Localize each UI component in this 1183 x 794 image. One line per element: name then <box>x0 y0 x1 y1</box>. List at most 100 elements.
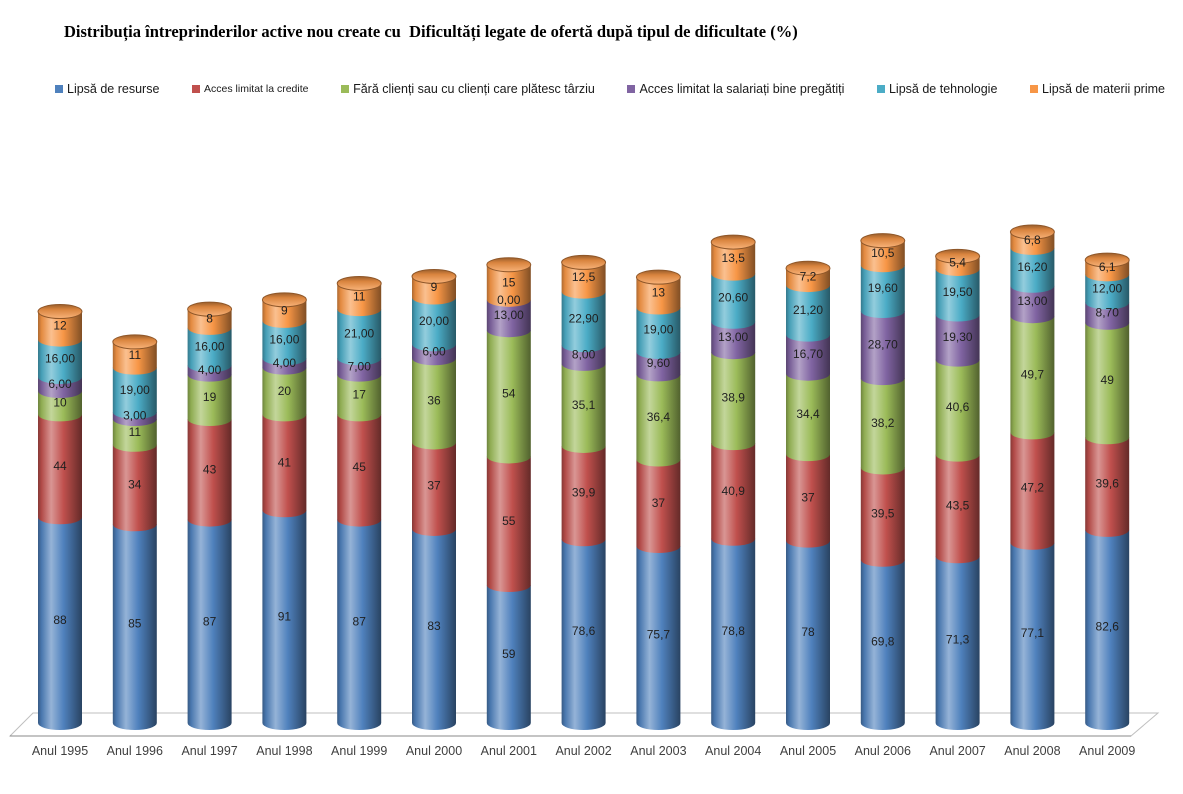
bar-label-5-anul-2002: 12,5 <box>572 270 596 284</box>
bar-cap-anul-1997 <box>187 301 233 317</box>
bar-label-3-anul-1998: 4,00 <box>273 356 297 370</box>
bar-label-5-anul-2000: 9 <box>431 280 438 294</box>
bar-segment-1-anul-2004 <box>711 443 756 546</box>
bar-label-1-anul-1995: 44 <box>53 459 67 473</box>
bar-label-2-anul-2007: 40,6 <box>946 400 970 414</box>
bar-segment-0-anul-2007 <box>935 556 980 731</box>
bar-label-1-anul-1996: 34 <box>128 478 142 492</box>
bar-label-3-anul-1996: 3,00 <box>123 409 147 423</box>
bar-segment-1-anul-1995 <box>38 414 82 525</box>
bar-label-4-anul-2007: 19,50 <box>943 285 973 299</box>
bar-segment-2-anul-2008 <box>1010 316 1055 440</box>
bar-segment-2-anul-1999 <box>337 374 382 422</box>
category-label-anul-1997: Anul 1997 <box>181 744 237 758</box>
bar-label-1-anul-2009: 39,6 <box>1096 477 1120 491</box>
bar-label-1-anul-2007: 43,5 <box>946 498 970 512</box>
bar-segment-1-anul-2001 <box>486 456 531 593</box>
bar-segment-0-anul-1997 <box>187 519 232 731</box>
bar-segment-0-anul-2006 <box>860 559 905 731</box>
bar-segment-4-anul-2008 <box>1010 247 1055 293</box>
bar-segment-4-anul-2000 <box>412 297 456 352</box>
bar-cap-anul-2002 <box>561 254 607 270</box>
bar-segment-3-anul-2003 <box>636 351 681 382</box>
bar-label-2-anul-2001: 54 <box>502 386 516 400</box>
bar-cap-anul-1996 <box>112 334 158 350</box>
bar-segment-1-anul-1996 <box>112 444 157 532</box>
bar-label-5-anul-2009: 6,1 <box>1099 260 1116 274</box>
bar-label-1-anul-1999: 45 <box>353 460 367 474</box>
category-label-anul-2006: Anul 2006 <box>855 744 911 758</box>
bar-segment-4-anul-2005 <box>786 285 830 342</box>
bar-label-2-anul-1997: 19 <box>203 390 217 404</box>
bar-segment-0-anul-1998 <box>262 510 307 731</box>
bar-segment-5-anul-1998 <box>262 299 307 328</box>
bar-segment-2-anul-1996 <box>112 419 157 452</box>
bar-segment-0-anul-2003 <box>636 546 681 731</box>
bar-label-4-anul-2008: 16,20 <box>1017 260 1047 274</box>
bar-segment-2-anul-1997 <box>187 374 232 427</box>
bar-label-1-anul-2008: 47,2 <box>1021 481 1045 495</box>
bar-cap-anul-2001 <box>486 257 532 273</box>
bar-label-3-anul-2001: 13,00 <box>494 308 524 322</box>
category-label-anul-2000: Anul 2000 <box>406 744 462 758</box>
category-label-anul-2001: Anul 2001 <box>481 744 537 758</box>
bar-segment-5-anul-1999 <box>337 283 382 317</box>
bar-label-5-anul-2005: 7,2 <box>800 270 817 284</box>
bar-cap-anul-2000 <box>411 268 457 284</box>
bar-label-4-anul-1995: 16,00 <box>45 351 75 365</box>
bar-label-3-anul-2003: 9,60 <box>647 356 671 370</box>
bar-anul-2004 <box>710 234 756 731</box>
category-label-anul-1996: Anul 1996 <box>107 744 163 758</box>
bar-anul-2008 <box>1009 224 1055 731</box>
bar-segment-0-anul-2002 <box>561 539 606 731</box>
bar-segment-3-anul-2008 <box>1010 285 1055 324</box>
bar-label-3-anul-2007: 19,30 <box>943 330 973 344</box>
category-label-anul-2005: Anul 2005 <box>780 744 836 758</box>
legend-item-4: Lipsă de tehnologie <box>876 82 997 96</box>
bar-label-0-anul-1996: 85 <box>128 617 142 631</box>
bar-segment-4-anul-2003 <box>636 307 681 359</box>
legend-swatch-icon-0 <box>55 85 63 93</box>
bar-segment-1-anul-1997 <box>187 419 232 527</box>
bar-segment-5-anul-1996 <box>112 341 157 375</box>
bar-anul-2007 <box>935 248 981 731</box>
bar-segment-3-anul-2006 <box>860 311 905 386</box>
bar-cap-anul-2006 <box>860 233 906 249</box>
bar-segment-5-anul-2004 <box>711 242 756 281</box>
bar-label-0-anul-2007: 71,3 <box>946 633 970 647</box>
bar-anul-2005 <box>785 260 831 730</box>
bar-label-4-anul-1999: 21,00 <box>344 327 374 341</box>
category-label-anul-2004: Anul 2004 <box>705 744 761 758</box>
bar-label-0-anul-2004: 78,8 <box>722 624 746 638</box>
bar-anul-1996 <box>112 334 158 731</box>
bar-segment-1-anul-2007 <box>935 454 980 564</box>
bar-label-5-anul-1998: 9 <box>281 303 288 317</box>
bar-label-5-anul-2008: 6,8 <box>1024 233 1041 247</box>
bar-segment-4-anul-1995 <box>38 339 82 384</box>
bar-segment-1-anul-2006 <box>860 467 905 567</box>
bar-label-5-anul-2006: 10,5 <box>871 246 895 260</box>
bar-label-3-anul-2005: 16,70 <box>793 347 823 361</box>
legend-item-5: Lipsă de materii prime <box>1030 82 1165 96</box>
bar-label-3-anul-2006: 28,70 <box>868 338 898 352</box>
bar-segment-1-anul-2000 <box>412 442 456 536</box>
bar-label-0-anul-2002: 78,6 <box>572 624 596 638</box>
legend-item-0: Lipsă de resurse <box>55 82 159 96</box>
bar-label-0-anul-1997: 87 <box>203 614 217 628</box>
bar-anul-2001 <box>486 257 532 731</box>
bar-segment-1-anul-1998 <box>262 414 307 518</box>
bar-label-4-anul-1996: 19,00 <box>120 383 150 397</box>
bar-segment-2-anul-2005 <box>786 373 830 462</box>
bar-label-1-anul-2006: 39,5 <box>871 507 895 521</box>
bar-label-0-anul-2005: 78 <box>801 625 815 639</box>
bar-label-4-anul-2003: 19,00 <box>643 323 673 337</box>
bar-segment-3-anul-2004 <box>711 321 756 360</box>
bar-label-2-anul-2002: 35,1 <box>572 398 596 412</box>
bar-segment-4-anul-2004 <box>711 273 756 329</box>
legend-label-1: Acces limitat la credite <box>204 83 309 95</box>
bar-segment-2-anul-1995 <box>38 391 82 422</box>
bar-segment-2-anul-2004 <box>711 352 756 451</box>
bar-segment-4-anul-2007 <box>935 268 980 322</box>
bar-label-3-anul-2002: 8,00 <box>572 348 596 362</box>
bar-segment-0-anul-2001 <box>486 585 531 731</box>
